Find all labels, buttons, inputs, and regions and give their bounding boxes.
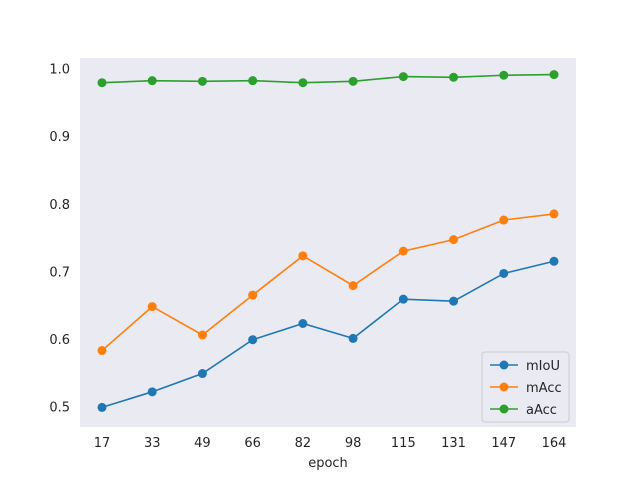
x-tick-label: 66 — [244, 436, 261, 451]
series-line-miou — [101, 260, 555, 409]
data-point-macc — [549, 209, 559, 219]
legend-label-aacc: aAcc — [526, 403, 557, 418]
data-point-macc — [499, 215, 509, 225]
data-point-macc — [97, 346, 107, 356]
x-tick-label: 98 — [345, 436, 362, 451]
y-tick-label: 1.0 — [49, 62, 70, 77]
data-point-miou — [147, 387, 157, 397]
data-point-macc — [197, 330, 207, 340]
y-tick-label: 0.7 — [49, 265, 70, 280]
series-layer — [97, 70, 559, 412]
x-tick-label: 147 — [491, 436, 516, 451]
x-axis-ticks: 17 33 49 66 82 98 115 131 147 164 — [94, 436, 567, 451]
data-point-aacc — [97, 78, 107, 88]
y-tick-label: 0.6 — [49, 333, 70, 348]
y-tick-label: 0.5 — [49, 401, 70, 416]
data-point-macc — [449, 235, 459, 245]
x-tick-label: 82 — [295, 436, 312, 451]
legend: mIoU mAcc aAcc — [481, 351, 570, 423]
legend-label-macc: mAcc — [526, 381, 562, 396]
data-point-aacc — [197, 76, 207, 86]
data-point-miou — [499, 268, 509, 278]
x-tick-label: 33 — [144, 436, 161, 451]
data-point-macc — [248, 290, 258, 300]
legend-marker-macc — [499, 382, 509, 392]
x-axis-label: epoch — [308, 456, 348, 471]
data-point-aacc — [348, 76, 358, 86]
data-point-aacc — [248, 76, 258, 86]
data-point-macc — [398, 246, 408, 256]
x-tick-label: 115 — [391, 436, 416, 451]
data-point-aacc — [298, 78, 308, 88]
data-point-miou — [549, 256, 559, 266]
data-point-aacc — [147, 76, 157, 86]
data-point-miou — [398, 294, 408, 304]
data-point-aacc — [499, 70, 509, 80]
data-point-miou — [197, 369, 207, 379]
y-axis-ticks: 0.5 0.6 0.7 0.8 0.9 1.0 — [49, 62, 70, 415]
data-point-miou — [298, 319, 308, 329]
x-tick-label: 131 — [441, 436, 466, 451]
data-point-miou — [248, 335, 258, 345]
data-point-aacc — [398, 72, 408, 82]
x-tick-label: 17 — [94, 436, 111, 451]
data-point-aacc — [549, 70, 559, 80]
series-line-aacc — [101, 73, 555, 84]
legend-label-miou: mIoU — [526, 359, 560, 374]
x-tick-label: 49 — [194, 436, 211, 451]
y-tick-label: 0.9 — [49, 130, 70, 145]
legend-marker-aacc — [499, 404, 509, 414]
data-point-miou — [348, 333, 358, 343]
legend-marker-miou — [499, 360, 509, 370]
data-point-macc — [348, 281, 358, 291]
x-tick-label: 164 — [542, 436, 567, 451]
y-tick-label: 0.8 — [49, 198, 70, 213]
data-point-miou — [449, 296, 459, 306]
data-point-aacc — [449, 72, 459, 82]
data-point-miou — [97, 402, 107, 412]
data-point-macc — [147, 302, 157, 312]
legend-box — [481, 351, 570, 423]
series-line-macc — [101, 213, 555, 352]
data-point-macc — [298, 251, 308, 261]
